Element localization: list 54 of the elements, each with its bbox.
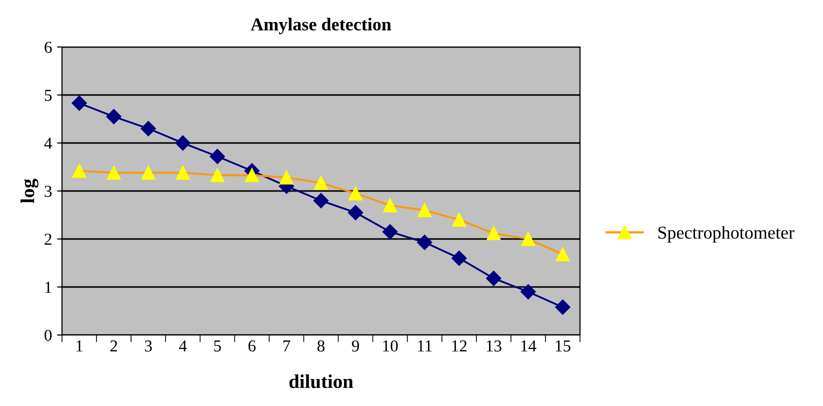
x-tick-label: 2 xyxy=(110,340,118,352)
y-tick-label: 0 xyxy=(44,330,52,341)
x-tick-label: 12 xyxy=(452,340,467,352)
point xyxy=(452,212,466,227)
point xyxy=(452,250,467,266)
chart-title: Amylase detection xyxy=(250,18,392,34)
x-tick-label: 4 xyxy=(179,340,187,352)
point xyxy=(486,226,501,240)
x-axis-title: dilution xyxy=(289,374,354,388)
point xyxy=(244,168,259,182)
point xyxy=(210,148,225,164)
x-tick-label: 13 xyxy=(486,340,502,352)
point xyxy=(348,186,362,200)
x-tick-label: 9 xyxy=(352,340,360,352)
x-tick-label: 5 xyxy=(214,340,221,352)
point xyxy=(417,234,432,250)
y-tick-label: 3 xyxy=(44,186,52,197)
x-tick-label: 7 xyxy=(283,340,290,352)
point xyxy=(521,232,536,246)
x-tick-label: 1 xyxy=(76,340,82,352)
point xyxy=(210,168,224,182)
y-tick-label: 4 xyxy=(44,138,52,149)
point xyxy=(72,164,86,178)
x-tick-label: 3 xyxy=(144,340,152,352)
y-tick-label: 2 xyxy=(44,234,52,245)
point xyxy=(176,166,190,180)
point xyxy=(314,176,328,190)
y-tick-label: 1 xyxy=(45,282,52,293)
point xyxy=(486,270,502,286)
point xyxy=(280,170,294,185)
x-tick-label: 15 xyxy=(556,340,570,352)
y-tick-label: 6 xyxy=(44,42,52,53)
y-tick-label: 5 xyxy=(44,90,52,101)
y-axis-title: log xyxy=(20,178,38,204)
point xyxy=(556,247,570,262)
point xyxy=(140,121,156,136)
legend-label: Spectrophotometer xyxy=(658,226,794,242)
point xyxy=(382,224,398,240)
point xyxy=(418,203,432,218)
point xyxy=(175,135,190,151)
point xyxy=(106,109,122,124)
point xyxy=(348,205,364,220)
x-tick-label: 11 xyxy=(418,340,432,352)
x-tick-label: 14 xyxy=(521,340,536,352)
x-tick-label: 8 xyxy=(317,340,325,352)
point xyxy=(141,166,156,180)
x-tick-label: 6 xyxy=(248,340,256,352)
point xyxy=(555,300,570,315)
point xyxy=(520,284,536,300)
point xyxy=(106,166,121,180)
x-tick-label: 10 xyxy=(383,340,398,352)
point xyxy=(383,198,398,212)
point xyxy=(313,193,329,208)
point xyxy=(72,96,87,111)
